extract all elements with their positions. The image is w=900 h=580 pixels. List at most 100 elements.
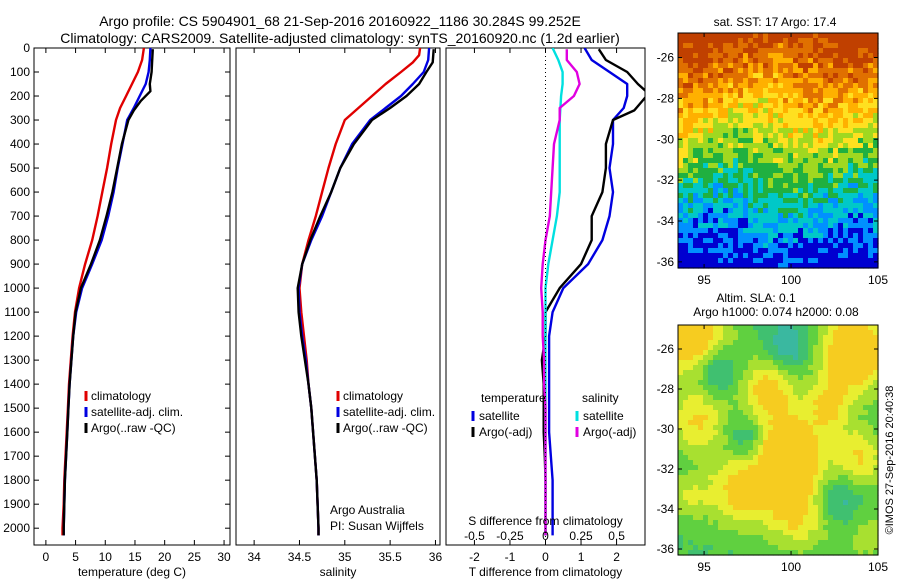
map-sla-cell xyxy=(743,385,749,391)
map-sla-cell xyxy=(763,540,769,546)
map-sla-cell xyxy=(748,415,754,421)
map-sst-cell xyxy=(763,113,769,119)
map-sst-cell xyxy=(803,88,809,94)
map-sla-cell xyxy=(678,405,684,411)
map-sst-cell xyxy=(708,263,714,269)
map-sst-cell xyxy=(833,263,839,269)
map-sst-cell xyxy=(753,233,759,239)
map-sla-cell xyxy=(723,505,729,511)
map-sla-cell xyxy=(733,440,739,446)
map-sst-cell xyxy=(828,68,834,74)
map-sst-cell xyxy=(828,133,834,139)
map-sst-cell xyxy=(818,128,824,134)
map-sla-cell xyxy=(813,445,819,451)
map-sla-cell xyxy=(868,460,874,466)
map-sst-cell xyxy=(693,148,699,154)
map-sst-cell xyxy=(728,253,734,259)
map-sla-cell xyxy=(858,340,864,346)
map-sla-cell xyxy=(683,440,689,446)
map-sla-cell xyxy=(678,430,684,436)
map-sla-cell xyxy=(788,500,794,506)
map-sla-cell xyxy=(758,390,764,396)
map-sst-cell xyxy=(793,128,799,134)
map-sla-cell xyxy=(718,440,724,446)
map-sla-cell xyxy=(808,405,814,411)
map-sst-cell xyxy=(848,43,854,49)
map-sst-cell xyxy=(808,243,814,249)
map-sst-cell xyxy=(748,63,754,69)
map-sst-cell xyxy=(793,153,799,159)
map-sst-cell xyxy=(858,173,864,179)
map-sla-cell xyxy=(858,490,864,496)
map-sla-cell xyxy=(733,530,739,536)
map-sla-cell xyxy=(758,405,764,411)
map-sst-frame xyxy=(677,32,879,269)
map-sst-cell xyxy=(818,123,824,129)
map-sla-cell xyxy=(683,355,689,361)
map-sst-cell xyxy=(863,263,869,269)
map-sst-cell xyxy=(838,148,844,154)
map-sst-cell xyxy=(683,123,689,129)
map-sla-cell xyxy=(868,415,874,421)
map-sla-cell xyxy=(788,405,794,411)
map-sla-cell xyxy=(708,445,714,451)
map-sla-cell xyxy=(828,450,834,456)
map-sst-cell xyxy=(833,238,839,244)
map-sla-cell xyxy=(688,515,694,521)
map-sst-cell xyxy=(748,133,754,139)
map-sla-cell xyxy=(718,490,724,496)
map-sst-cell xyxy=(773,243,779,249)
map-sst-cell xyxy=(683,223,689,229)
map-sla-cell xyxy=(738,540,744,546)
map-sst-cell xyxy=(728,133,734,139)
map-sla-cell xyxy=(853,535,859,541)
map-sla-cell xyxy=(753,495,759,501)
map-sla-cell xyxy=(748,520,754,526)
map-sla-cell xyxy=(828,515,834,521)
map-sst-cell xyxy=(713,193,719,199)
map-sla-cell xyxy=(743,365,749,371)
map-sla-cell xyxy=(838,520,844,526)
map-sst-cell xyxy=(768,133,774,139)
map-sst-cell xyxy=(778,263,784,269)
map-sst-cell xyxy=(713,213,719,219)
map-sst-cell xyxy=(838,38,844,44)
map-sla-cell xyxy=(748,540,754,546)
map-sla-cell xyxy=(803,540,809,546)
map-sla-cell xyxy=(818,540,824,546)
map-sla-cell xyxy=(728,430,734,436)
map-sla-cell xyxy=(873,365,879,371)
map-sla-cell xyxy=(733,435,739,441)
map-sst-cell xyxy=(753,118,759,124)
map-sla-cell xyxy=(683,490,689,496)
map-sst-cell xyxy=(778,143,784,149)
x-tick-label: 15 xyxy=(128,550,142,564)
map-sst-cell xyxy=(693,253,699,259)
map-sla-cell xyxy=(783,520,789,526)
map-sst-cell xyxy=(723,158,729,164)
map-sla-cell xyxy=(778,495,784,501)
map-sst-cell xyxy=(693,68,699,74)
map-sla-cell xyxy=(848,435,854,441)
map-y-tick-label: -32 xyxy=(657,173,675,187)
map-sst-cell xyxy=(788,218,794,224)
map-sst-cell xyxy=(813,188,819,194)
map-sst-cell xyxy=(873,138,879,144)
map-sla-cell xyxy=(843,430,849,436)
map-sst-cell xyxy=(768,203,774,209)
map-sst-cell xyxy=(868,173,874,179)
map-sla-cell xyxy=(703,390,709,396)
map-sst-cell xyxy=(688,243,694,249)
map-sst-cell xyxy=(738,158,744,164)
map-sla-cell xyxy=(698,410,704,416)
map-sla-cell xyxy=(853,545,859,551)
map-sla-cell xyxy=(863,425,869,431)
map-sla-cell xyxy=(763,410,769,416)
map-sla-cell xyxy=(723,545,729,551)
map-sla-cell xyxy=(813,330,819,336)
map-sla-cell xyxy=(868,350,874,356)
map-sla-cell xyxy=(738,530,744,536)
map-sst-cell xyxy=(743,78,749,84)
map-sst-cell xyxy=(733,173,739,179)
map-sst-cell xyxy=(833,168,839,174)
